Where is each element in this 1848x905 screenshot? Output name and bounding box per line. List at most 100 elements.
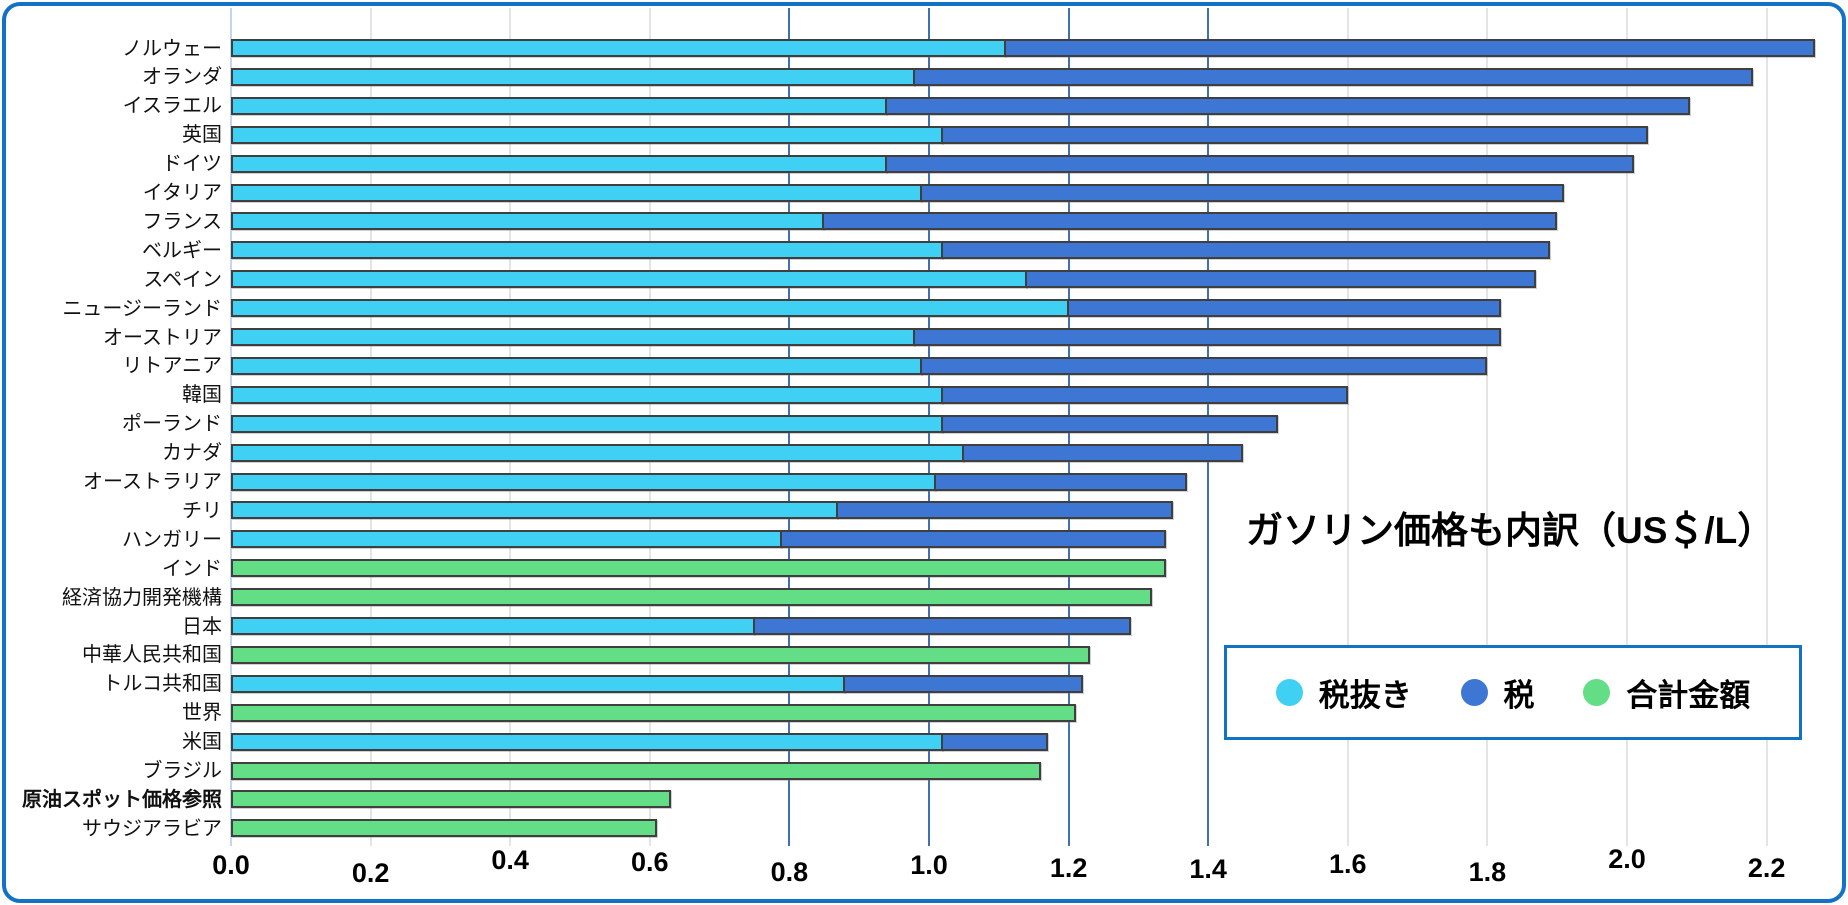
tax-bar-segment xyxy=(961,443,1244,462)
table-row: ベルギー xyxy=(0,236,1848,265)
tax-bar-segment xyxy=(920,356,1488,375)
table-row: ニュージーランド xyxy=(0,294,1848,323)
x-tick-label: 0.8 xyxy=(770,857,809,887)
table-row: 英国 xyxy=(0,121,1848,150)
bar-group xyxy=(231,39,1816,57)
row-label: 韓国 xyxy=(182,384,222,407)
bar-group xyxy=(231,472,1188,491)
bar-group xyxy=(231,530,1167,549)
tax-bar-segment xyxy=(1003,39,1816,57)
bar-group xyxy=(231,328,1502,346)
pretax-bar-segment xyxy=(231,530,783,549)
tax-bar-segment xyxy=(752,617,1132,635)
row-label: 日本 xyxy=(182,615,222,638)
row-label: オーストラリア xyxy=(83,471,222,493)
pretax-bar-segment xyxy=(231,125,943,144)
gridline-1.8 xyxy=(1486,8,1489,846)
table-row: 韓国 xyxy=(0,381,1848,410)
tax-bar-segment xyxy=(933,472,1188,491)
row-label: オランダ xyxy=(142,66,222,89)
row-label: ブラジル xyxy=(142,760,222,782)
bar-group xyxy=(231,645,1090,664)
pretax-bar-segment xyxy=(231,501,839,520)
legend-label-total: 合計金額 xyxy=(1626,678,1751,713)
bar-group xyxy=(231,67,1753,86)
table-row: ブラジル xyxy=(0,757,1848,786)
x-tick-label: 2.2 xyxy=(1747,853,1786,883)
gridline-2.2 xyxy=(1765,8,1768,846)
tax-bar-segment xyxy=(913,328,1502,346)
table-row: オーストラリア xyxy=(0,468,1848,497)
table-row: オーストリア xyxy=(0,323,1848,352)
bar-group xyxy=(231,299,1502,318)
table-row: トルコ共和国 xyxy=(0,670,1848,699)
tax-bar-segment xyxy=(1024,270,1537,289)
row-label: 原油スポット価格参照 xyxy=(22,788,222,811)
row-label: フランス xyxy=(142,210,222,233)
pretax-bar-segment xyxy=(231,414,943,433)
table-row: サウジアラビア xyxy=(0,814,1848,843)
row-label: カナダ xyxy=(162,442,222,465)
pretax-bar-segment xyxy=(231,356,923,375)
bar-group xyxy=(231,501,1174,520)
row-label: 英国 xyxy=(182,124,222,147)
total-bar-segment xyxy=(231,559,1167,578)
tax-bar-segment xyxy=(940,732,1048,751)
bar-group xyxy=(231,154,1634,173)
table-row: ドイツ xyxy=(0,150,1848,179)
bar-group xyxy=(231,732,1048,751)
bar-group xyxy=(231,270,1537,289)
tax-bar-segment xyxy=(836,501,1174,520)
x-tick-label: 0.4 xyxy=(491,845,529,875)
x-tick-label: 1.6 xyxy=(1329,849,1367,879)
legend-item-tax: 税 xyxy=(1460,670,1535,715)
tax-bar-segment xyxy=(843,674,1083,693)
table-row: スペイン xyxy=(0,265,1848,294)
pretax-bar-segment xyxy=(231,154,888,173)
total-bar-segment xyxy=(231,645,1090,664)
table-row: ポーランド xyxy=(0,410,1848,439)
tax-bar-segment xyxy=(940,125,1648,144)
tax-bar-segment xyxy=(822,212,1558,231)
x-tick-label: 0.0 xyxy=(212,850,250,880)
row-label: インド xyxy=(162,557,222,580)
table-row: インド xyxy=(0,554,1848,583)
tax-bar-segment xyxy=(940,241,1551,260)
x-tick-label: 0.6 xyxy=(631,847,669,877)
bar-group xyxy=(231,356,1488,375)
row-label: ノルウェー xyxy=(122,37,222,60)
x-tick-label: 1.4 xyxy=(1189,854,1227,884)
total-bar-segment xyxy=(231,703,1076,722)
table-row: ハンガリー xyxy=(0,525,1848,554)
row-label: トルコ共和国 xyxy=(102,673,222,696)
legend-label-pretax: 税抜き xyxy=(1318,678,1412,713)
tax-bar-segment xyxy=(913,67,1753,86)
tax-bar-segment xyxy=(885,96,1690,115)
tax-swatch-icon xyxy=(1460,679,1488,706)
row-label: ドイツ xyxy=(162,153,222,176)
bar-group xyxy=(231,703,1076,722)
x-tick-label: 1.8 xyxy=(1468,857,1507,887)
legend-item-total: 合計金額 xyxy=(1583,670,1750,715)
bar-group xyxy=(231,96,1690,115)
row-label: 経済協力開発機構 xyxy=(62,586,222,609)
table-row: ノルウェー xyxy=(0,34,1848,63)
bar-group xyxy=(231,241,1551,260)
total-bar-segment xyxy=(231,588,1153,607)
pretax-bar-segment xyxy=(231,385,943,404)
row-label: 米国 xyxy=(182,731,222,754)
table-row: チリ xyxy=(0,496,1848,525)
table-row: 世界 xyxy=(0,699,1848,728)
x-tick-label: 0.2 xyxy=(351,858,390,888)
gridline-1.6 xyxy=(1346,8,1349,846)
bar-group xyxy=(231,414,1278,433)
row-label: ベルギー xyxy=(142,239,222,262)
table-row: イタリア xyxy=(0,179,1848,208)
pretax-bar-segment xyxy=(231,67,916,86)
pretax-bar-segment xyxy=(231,472,936,491)
row-label: ニュージーランド xyxy=(62,297,222,320)
row-label: リトアニア xyxy=(122,355,222,378)
total-swatch-icon xyxy=(1583,679,1611,706)
row-label: サウジアラビア xyxy=(82,817,222,840)
pretax-bar-segment xyxy=(231,96,888,115)
